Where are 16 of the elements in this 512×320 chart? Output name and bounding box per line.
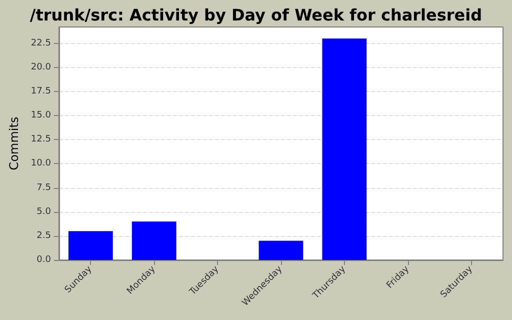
bar [132,221,176,260]
y-tick-label: 20.0 [30,62,52,72]
bar [322,38,367,260]
y-tick-label: 15.0 [30,110,52,121]
y-tick-label: 22.5 [30,38,51,48]
y-tick-label: 10.0 [30,158,52,169]
bar [258,240,304,260]
y-tick-label: 7.5 [36,182,51,193]
bar [68,231,113,260]
chart-title: /trunk/src: Activity by Day of Week for charlesreid [30,6,482,24]
y-tick-label: 2.5 [36,230,51,241]
y-tick-label: 0.0 [36,255,52,265]
y-tick-label: 5.0 [36,206,52,217]
y-axis-title: Commits [7,116,21,170]
y-tick-label: 12.5 [30,134,51,145]
y-tick-label: 17.5 [30,86,51,97]
